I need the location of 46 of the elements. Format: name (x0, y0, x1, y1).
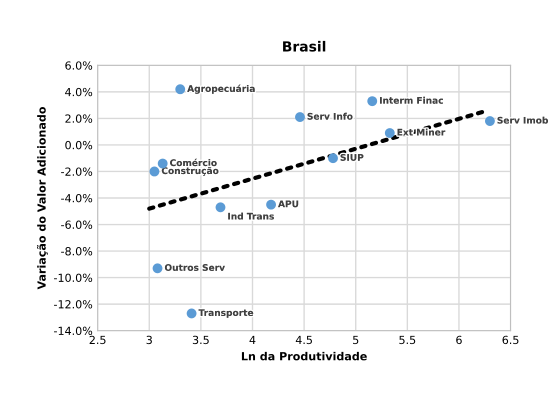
y-axis-title: Variação do Valor Adicionado (36, 106, 48, 290)
point (158, 158, 168, 168)
x-tick-label: 3 (146, 336, 152, 344)
x-tick-label: 5 (353, 336, 358, 344)
point (328, 153, 338, 164)
x-tick-label: 6 (456, 336, 462, 344)
x-tick-label: 5.5 (399, 336, 416, 344)
x-tick-label: 4 (250, 336, 256, 344)
point (266, 200, 276, 210)
annotation: Comércio (170, 158, 217, 166)
annotation: Construção (162, 166, 218, 176)
x-tick-label: 4.5 (296, 336, 312, 344)
point (216, 202, 226, 212)
annotation: Serv Info (308, 112, 353, 120)
x-axis-title: Ln da Produtividade (242, 352, 367, 360)
point (186, 308, 196, 318)
y-tick-label: 2.0% (65, 114, 92, 123)
y-tick-label: -8.0% (61, 247, 92, 256)
y-tick-label: 4.0% (65, 88, 92, 96)
y-tick-label: -6.0% (61, 220, 92, 229)
annotation: Serv Imob (498, 116, 548, 124)
y-tick-label: -14.0% (54, 326, 92, 336)
y-tick-label: -4.0% (61, 194, 92, 202)
point (175, 84, 186, 94)
annotation: SIUP (340, 154, 364, 161)
annotation: Interm Finac (380, 96, 443, 104)
x-tick-label: 2.5 (90, 336, 106, 344)
x-tick-label: 3.5 (192, 336, 209, 344)
y-tick-label: -10.0% (54, 274, 92, 282)
y-tick-label: -2.0% (61, 167, 92, 176)
point (485, 116, 495, 126)
point (150, 166, 160, 176)
x-tick-label: 6.5 (502, 336, 518, 344)
point (384, 128, 395, 138)
annotation: APU (278, 200, 298, 208)
y-tick-label: 6.0% (65, 61, 92, 70)
annotation: Ind Trans (228, 212, 274, 220)
chart-title: Brasil (283, 40, 326, 52)
point (367, 96, 378, 106)
y-tick-label: -12.0% (54, 300, 92, 309)
y-tick-label: 0.0% (65, 140, 92, 150)
annotation: Agropecuária (187, 84, 255, 94)
point (295, 112, 305, 122)
annotation: Outros Serv (164, 264, 225, 271)
annotation: Transporte (198, 309, 254, 318)
point (152, 263, 162, 274)
